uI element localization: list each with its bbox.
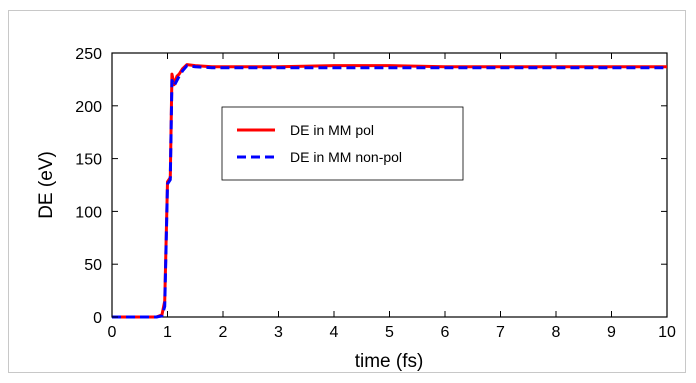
x-axis-label: time (fs) (355, 351, 424, 372)
y-tick-label: 50 (84, 257, 102, 274)
chart-frame (8, 10, 686, 373)
x-tick-label: 0 (108, 324, 117, 341)
series-layer (112, 63, 667, 319)
x-tick-label: 3 (274, 324, 283, 341)
series-line-0 (112, 63, 667, 319)
y-tick-label: 0 (93, 310, 102, 327)
x-tick-label: 7 (496, 324, 505, 341)
legend-label-series-1: DE in MM non-pol (290, 149, 402, 165)
x-tick-label: 10 (658, 324, 676, 341)
x-tick-label: 1 (163, 324, 172, 341)
y-tick-label: 100 (75, 204, 102, 221)
x-tick-label: 4 (330, 324, 339, 341)
legend-box (221, 106, 464, 181)
axes (111, 52, 668, 318)
y-tick-label: 200 (75, 99, 102, 116)
x-tick-label: 9 (607, 324, 616, 341)
x-tick-label: 6 (441, 324, 450, 341)
series-line-1 (112, 64, 667, 319)
x-tick-label: 8 (552, 324, 561, 341)
y-tick-label: 150 (75, 152, 102, 169)
y-tick-label: 250 (75, 46, 102, 63)
legend: DE in MM pol DE in MM non-pol (221, 106, 464, 181)
x-tick-label: 5 (385, 324, 394, 341)
legend-label-series-0: DE in MM pol (290, 122, 374, 138)
plot-area-border (111, 52, 668, 318)
x-tick-label: 2 (219, 324, 228, 341)
y-axis-label: DE (eV) (36, 151, 57, 219)
